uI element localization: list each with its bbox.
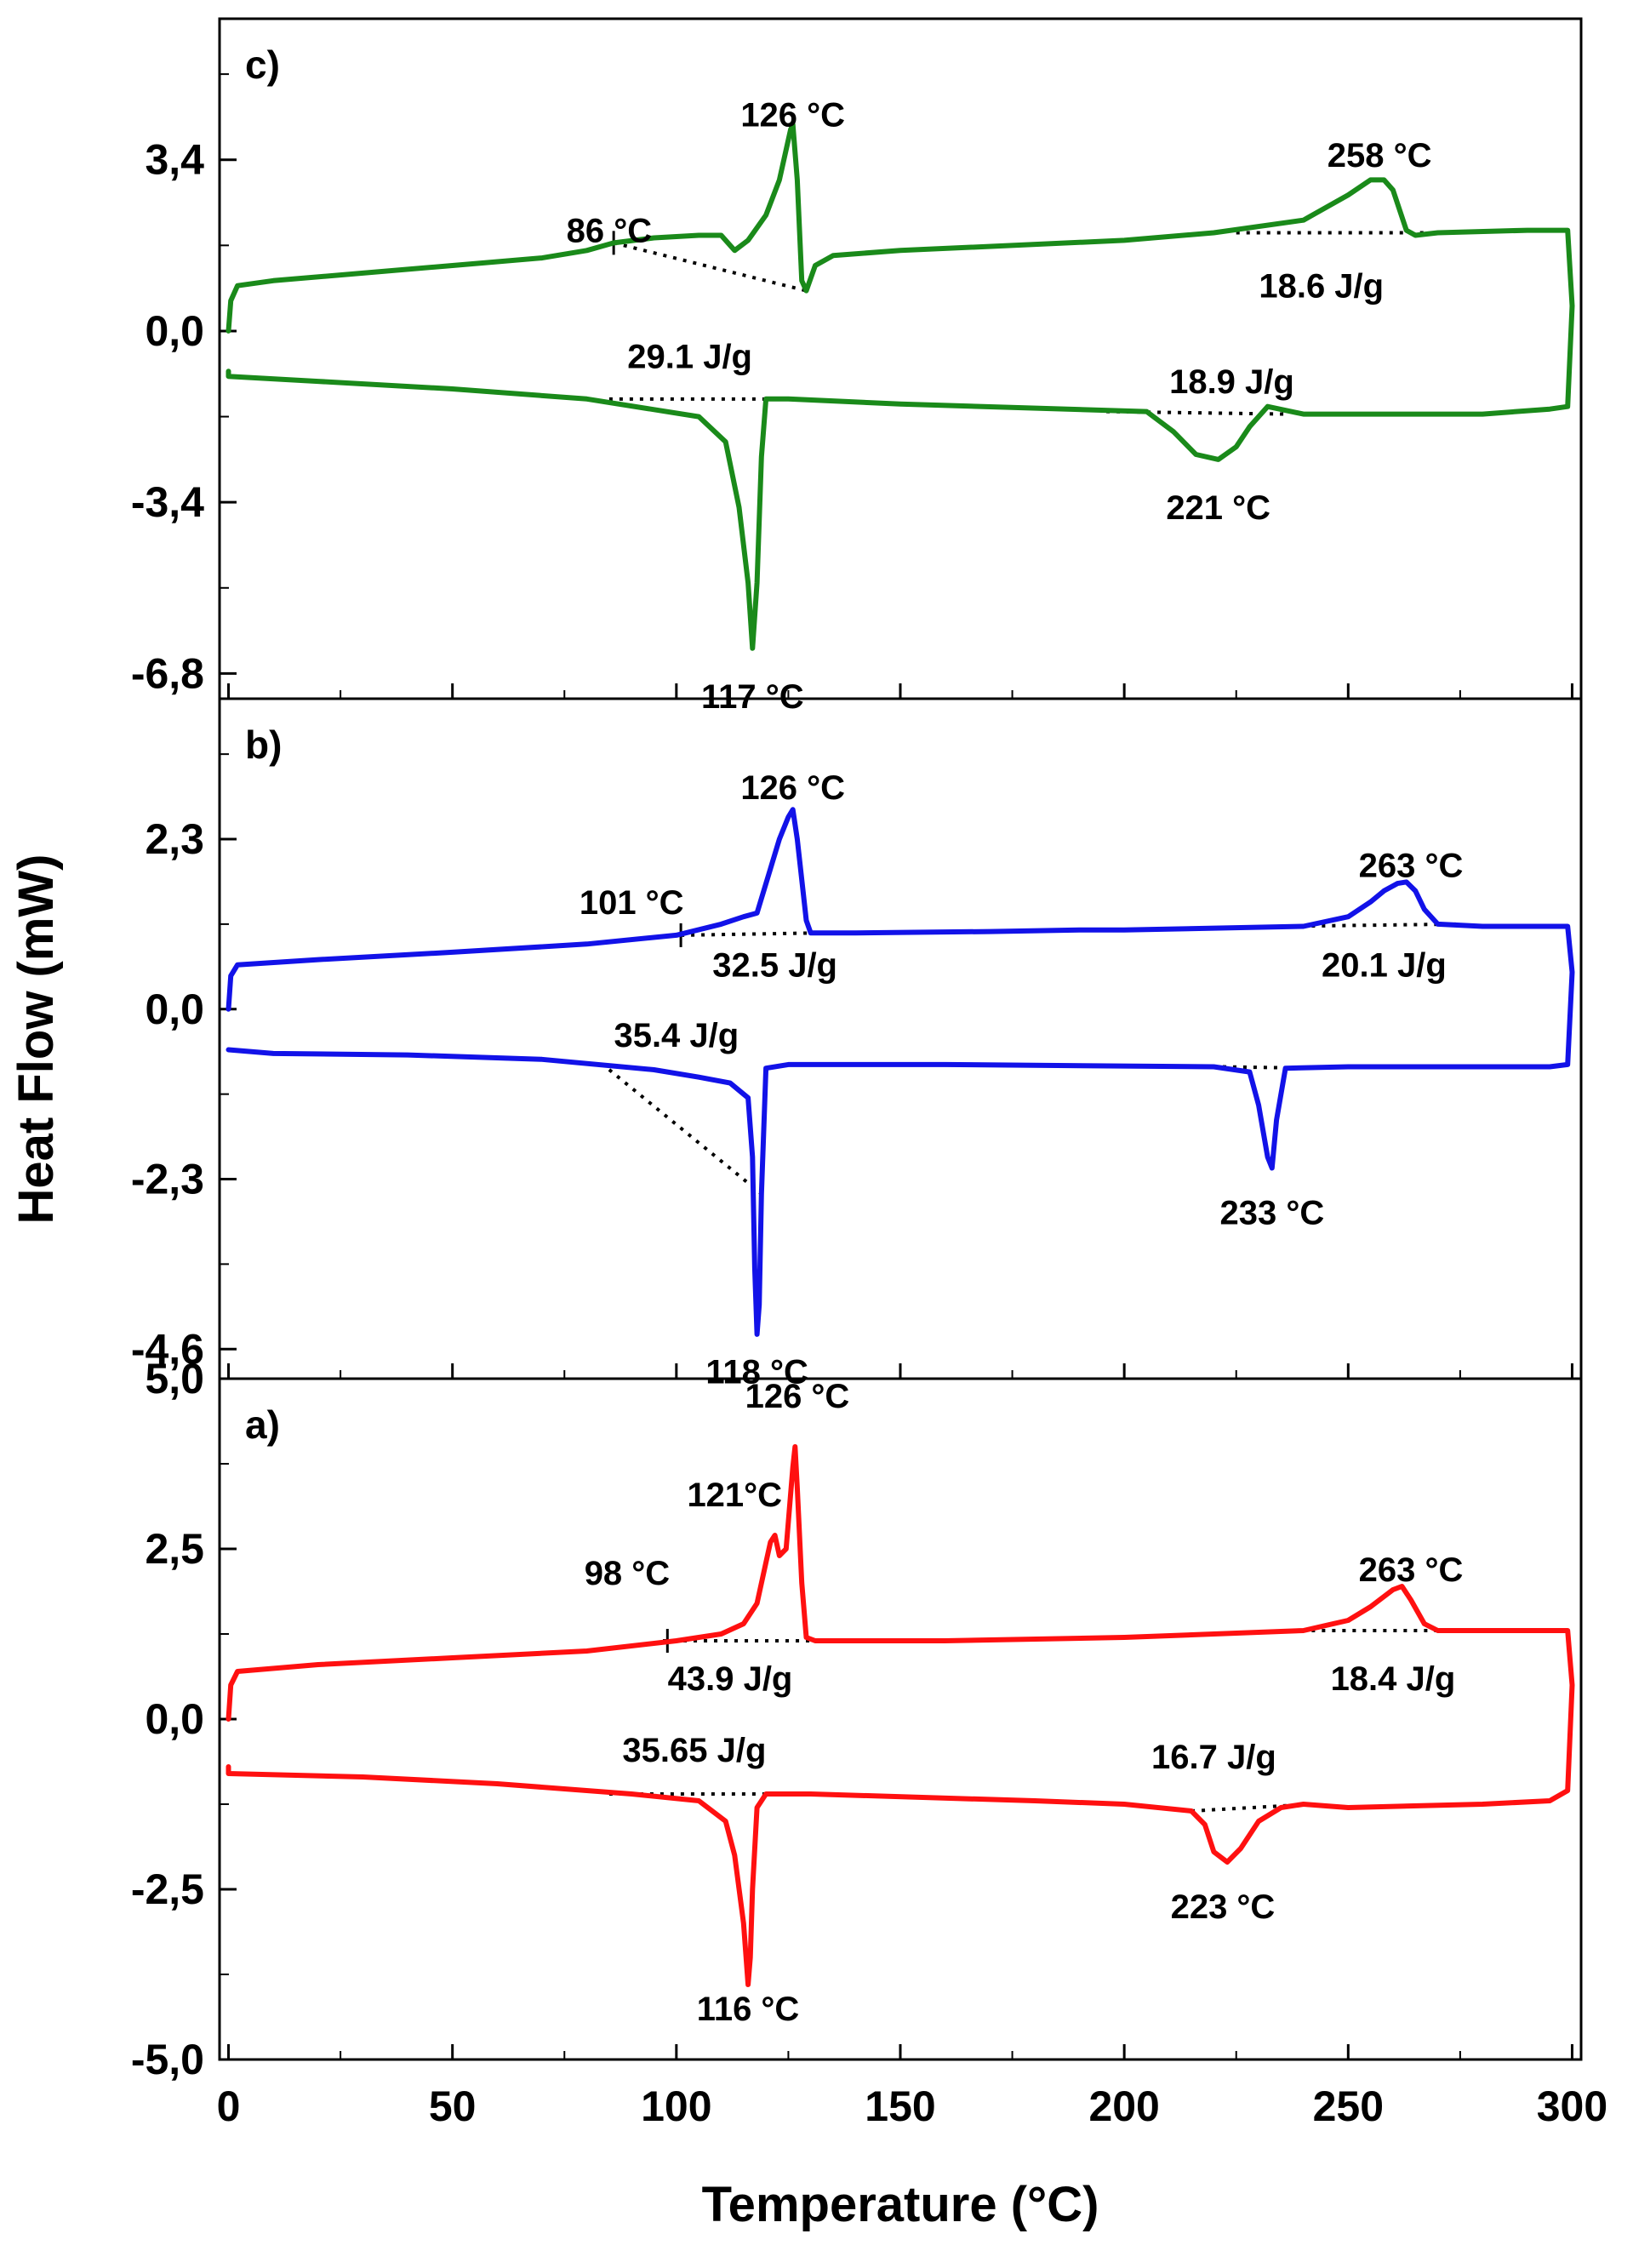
annotation-a: 43.9 J/g <box>668 1660 793 1698</box>
y-tick-label-a: -2,5 <box>131 1865 204 1913</box>
annotation-c: 258 °C <box>1328 137 1432 174</box>
annotation-c: 221 °C <box>1166 489 1270 527</box>
annotation-a: 98 °C <box>585 1555 671 1592</box>
annotation-b: 35.4 J/g <box>614 1017 739 1054</box>
y-tick-label-b: -4,6 <box>131 1325 204 1373</box>
x-tick-label: 200 <box>1088 2082 1159 2130</box>
y-tick-label-b: -2,3 <box>131 1156 204 1203</box>
annotation-c: 29.1 J/g <box>627 339 752 376</box>
annotation-b: 20.1 J/g <box>1322 947 1447 985</box>
baseline-b <box>681 931 816 937</box>
annotation-b: 233 °C <box>1219 1195 1324 1232</box>
annotation-b: 101 °C <box>580 884 684 922</box>
y-tick-label-c: 3,4 <box>145 136 204 184</box>
annotation-a: 126 °C <box>745 1378 850 1415</box>
y-tick-label-a: -5,0 <box>131 2036 204 2083</box>
baseline-b <box>608 1068 763 1196</box>
y-tick-label-b: 0,0 <box>145 985 204 1033</box>
baseline-b <box>1281 922 1456 928</box>
x-tick-label: 50 <box>429 2082 477 2130</box>
y-tick-label-b: 2,3 <box>145 815 204 863</box>
panel-label-a: a) <box>245 1403 280 1447</box>
annotation-a: 18.4 J/g <box>1331 1660 1456 1698</box>
series-line-a <box>226 1444 1575 1987</box>
annotation-a: 121°C <box>687 1477 782 1514</box>
y-tick-label-c: 0,0 <box>145 307 204 355</box>
annotation-c: 126 °C <box>740 96 845 134</box>
annotation-b: 118 °C <box>705 1353 808 1391</box>
baseline-c <box>613 241 807 293</box>
panel-frame-c <box>218 17 1583 700</box>
x-tick-label: 0 <box>217 2082 241 2130</box>
annotation-a: 223 °C <box>1171 1888 1276 1926</box>
annotation-a: 35.65 J/g <box>622 1732 766 1769</box>
y-tick-label-c: -6,8 <box>131 649 204 697</box>
y-tick-label-a: 0,0 <box>145 1695 204 1743</box>
annotation-c: 18.6 J/g <box>1259 268 1384 306</box>
x-tick-label: 250 <box>1313 2082 1384 2130</box>
series-line-c <box>226 122 1575 651</box>
x-tick-label: 150 <box>865 2082 935 2130</box>
x-tick-label: 100 <box>641 2082 711 2130</box>
x-tick-label: 300 <box>1537 2082 1607 2130</box>
annotation-b: 32.5 J/g <box>712 947 837 985</box>
annotation-b: 263 °C <box>1359 847 1464 884</box>
panel-label-c: c) <box>245 43 280 87</box>
annotation-c: 18.9 J/g <box>1169 363 1294 401</box>
series-line-b <box>226 807 1575 1337</box>
panel-frame-a <box>218 1377 1583 2061</box>
y-tick-label-a: 5,0 <box>145 1355 204 1403</box>
y-tick-label-a: 2,5 <box>145 1525 204 1573</box>
annotation-a: 116 °C <box>697 1991 800 2028</box>
annotation-b: 126 °C <box>740 769 845 807</box>
annotation-c: 117 °C <box>701 678 804 716</box>
panel-label-b: b) <box>245 723 282 767</box>
panel-frame-b <box>218 697 1583 1380</box>
annotation-a: 263 °C <box>1359 1551 1464 1589</box>
x-axis-title: Temperature (°C) <box>702 2177 1099 2232</box>
annotation-c: 86 °C <box>567 213 653 250</box>
y-tick-label-c: -3,4 <box>131 478 204 526</box>
y-axis-title: Heat Flow (mW) <box>9 854 64 1225</box>
annotation-a: 16.7 J/g <box>1151 1739 1276 1776</box>
